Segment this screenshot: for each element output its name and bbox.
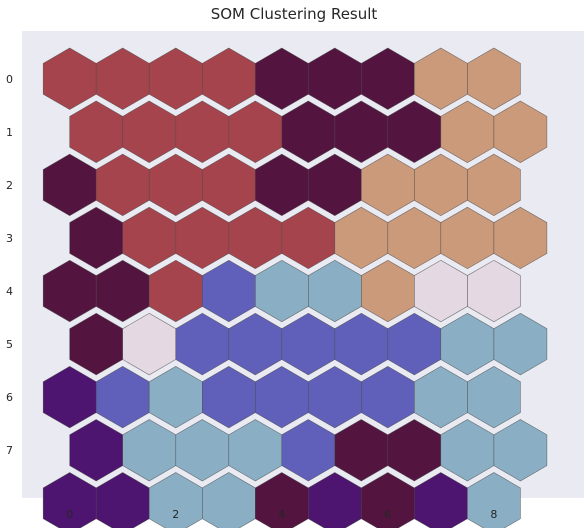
y-tick-label: 5 (6, 338, 13, 351)
chart-title: SOM Clustering Result (211, 5, 378, 23)
x-tick-label: 8 (490, 508, 497, 521)
x-tick-label: 6 (384, 508, 391, 521)
hex-cell (493, 419, 548, 482)
y-tick-label: 0 (6, 73, 13, 86)
y-tick-label: 1 (6, 126, 13, 139)
x-tick-label: 0 (66, 508, 73, 521)
hex-cell (467, 259, 521, 323)
x-axis-ticks: 0 2 4 6 8 (66, 508, 497, 521)
hex-cell (467, 47, 521, 110)
hex-cell (493, 206, 548, 270)
x-tick-label: 2 (172, 508, 179, 521)
y-tick-label: 4 (6, 285, 13, 298)
hex-cell (467, 472, 521, 528)
hex-cell (493, 312, 548, 376)
hex-cell (467, 366, 521, 429)
x-tick-label: 4 (278, 508, 285, 521)
hex-cell (493, 100, 548, 163)
hex-cell (467, 153, 521, 217)
y-tick-label: 7 (6, 444, 13, 457)
hex-cells (42, 47, 548, 528)
y-tick-label: 3 (6, 232, 13, 245)
y-tick-label: 2 (6, 179, 13, 192)
y-tick-label: 6 (6, 391, 13, 404)
y-axis-ticks: 0 1 2 3 4 5 6 7 (6, 73, 13, 457)
